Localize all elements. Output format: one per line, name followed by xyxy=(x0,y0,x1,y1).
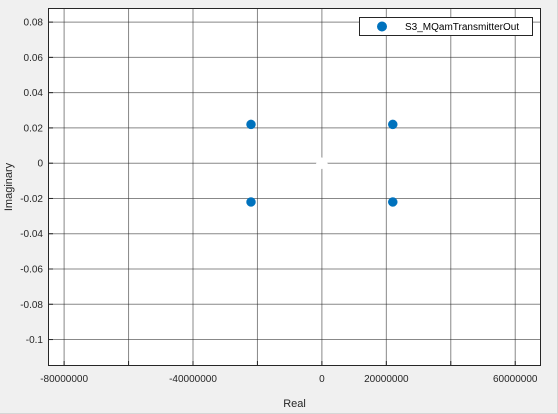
x-tick-label: -80000000 xyxy=(40,374,88,385)
y-tick-label: -0.1 xyxy=(26,335,44,346)
data-point[interactable] xyxy=(388,197,398,207)
y-tick-label: 0 xyxy=(37,159,43,170)
y-axis-label: Imaginary xyxy=(3,162,15,211)
x-tick-label: 60000000 xyxy=(493,374,538,385)
x-axis-label: Real xyxy=(283,398,306,410)
y-tick-label: -0.04 xyxy=(20,229,43,240)
data-point[interactable] xyxy=(388,119,398,130)
y-tick-label: 0.08 xyxy=(24,18,44,29)
x-tick-label: -40000000 xyxy=(169,374,217,385)
x-tick-label: 20000000 xyxy=(364,374,409,385)
y-tick-label: 0.02 xyxy=(24,123,44,134)
legend-marker xyxy=(377,21,387,32)
origin-marker xyxy=(315,157,328,170)
y-tick-label: -0.08 xyxy=(20,300,43,311)
y-tick-label: 0.04 xyxy=(24,88,44,99)
y-tick-label: 0.06 xyxy=(24,53,44,64)
y-tick-label: -0.02 xyxy=(20,194,43,205)
x-tick-label: 0 xyxy=(319,374,325,385)
y-tick-label: -0.06 xyxy=(20,265,43,276)
legend-box[interactable] xyxy=(359,17,533,36)
plot-area[interactable] xyxy=(48,8,541,366)
data-point[interactable] xyxy=(246,197,256,207)
plot-frame xyxy=(48,8,541,366)
data-point[interactable] xyxy=(246,119,256,130)
legend-label: S3_MQamTransmitterOut xyxy=(405,22,519,33)
